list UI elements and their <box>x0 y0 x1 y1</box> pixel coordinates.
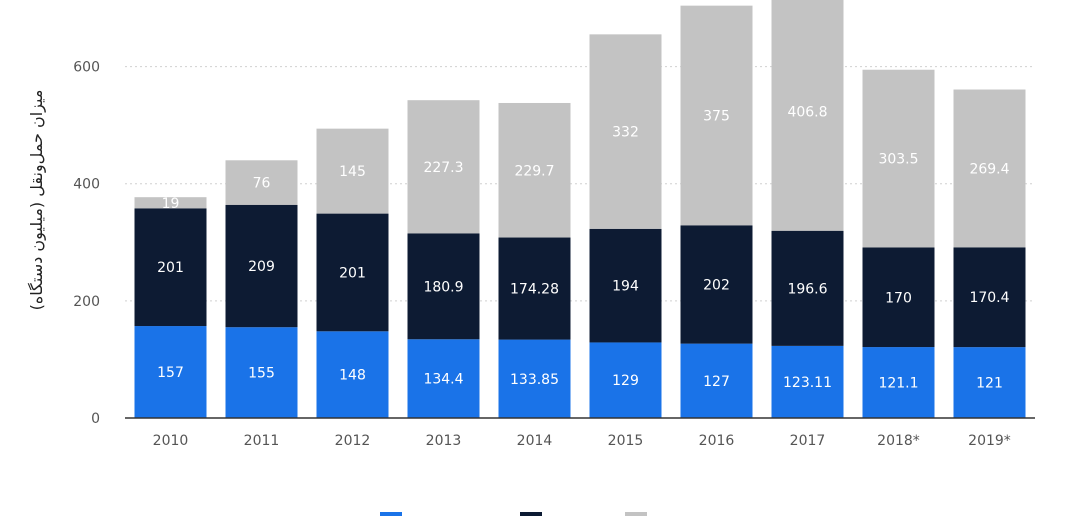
bar-segment <box>680 5 753 226</box>
legend-swatch <box>520 512 542 516</box>
data-label: 332 <box>612 125 639 141</box>
y-tick-label: 0 <box>91 411 100 427</box>
x-tick-label: 2011 <box>244 433 280 449</box>
bar-segment <box>589 228 662 343</box>
data-label: 157 <box>157 365 184 381</box>
bar-segment <box>953 347 1026 418</box>
data-label: 129 <box>612 373 639 389</box>
legend <box>380 512 647 516</box>
data-label: 196.6 <box>787 281 827 297</box>
data-label: 127 <box>703 374 730 390</box>
bar-segment <box>498 102 571 238</box>
data-label: 209 <box>248 259 275 275</box>
bar-segment <box>316 331 389 418</box>
x-tick-label: 2012 <box>335 433 371 449</box>
data-label: 201 <box>339 265 366 281</box>
data-label: 121.1 <box>878 376 918 392</box>
bar-segment <box>680 343 753 418</box>
bar-segment <box>862 69 935 248</box>
data-label: 375 <box>703 108 730 124</box>
data-label: 229.7 <box>514 163 554 179</box>
x-tick-label: 2013 <box>426 433 462 449</box>
data-label: 145 <box>339 164 366 180</box>
bar-segment <box>953 89 1026 248</box>
x-axis-ticks: 2010 2011 2012 2013 2014 2015 2016 2017 2018* 201… <box>153 433 1011 449</box>
y-tick-label: 600 <box>73 60 100 76</box>
bar-segment <box>225 327 298 418</box>
bar-segment <box>225 204 298 328</box>
data-label: 155 <box>248 366 275 382</box>
x-tick-label: 2015 <box>608 433 644 449</box>
bar-segment <box>225 160 298 205</box>
data-label: 148 <box>339 368 366 384</box>
x-tick-label: 2010 <box>153 433 189 449</box>
x-tick-label: 2018* <box>877 433 920 449</box>
y-axis-ticks: 0 200 400 600 <box>73 60 100 427</box>
data-label: 180.9 <box>423 279 463 295</box>
bar-segment <box>498 339 571 418</box>
x-tick-label: 2017 <box>790 433 826 449</box>
data-label: 170.4 <box>969 290 1009 306</box>
data-label: 170 <box>885 290 912 306</box>
bar-segment <box>589 342 662 418</box>
x-tick-label: 2014 <box>517 433 553 449</box>
bar-segment <box>771 345 844 418</box>
data-label: 194 <box>612 279 639 295</box>
bar-segment <box>407 233 480 340</box>
data-label: 406.8 <box>787 105 827 121</box>
bar-segment <box>680 225 753 344</box>
bar-segment <box>862 247 935 348</box>
legend-swatch <box>625 512 647 516</box>
data-label: 174.28 <box>510 282 559 298</box>
bar-segment <box>134 197 207 209</box>
data-label: 202 <box>703 277 730 293</box>
data-label: 121 <box>976 376 1003 392</box>
bar-segment <box>316 213 389 332</box>
y-axis-label: میزان حمل‌ونقل (میلیون دستگاه) <box>27 90 47 311</box>
data-label: 134.4 <box>423 372 463 388</box>
data-label: 201 <box>157 260 184 276</box>
legend-swatch <box>380 512 402 516</box>
data-label: 19 <box>162 196 180 212</box>
bar-segment <box>134 326 207 418</box>
bars: 157 201 19 155 209 76 148 201 145 134.4 180.9 227.3… <box>134 0 1026 418</box>
data-label: 123.11 <box>783 375 832 391</box>
bar-segment <box>953 247 1026 348</box>
bar-segment <box>134 208 207 327</box>
x-tick-label: 2019* <box>968 433 1011 449</box>
data-label: 303.5 <box>878 152 918 168</box>
bar-segment <box>862 347 935 418</box>
data-label: 76 <box>253 176 271 192</box>
bar-segment <box>407 100 480 234</box>
x-tick-label: 2016 <box>699 433 735 449</box>
data-label: 227.3 <box>423 160 463 176</box>
bar-segment <box>498 237 571 340</box>
bar-segment <box>407 339 480 418</box>
y-tick-label: 200 <box>73 294 100 310</box>
data-label: 133.85 <box>510 372 559 388</box>
bar-segment <box>316 128 389 214</box>
bar-segment <box>771 230 844 346</box>
bar-segment <box>771 0 844 231</box>
y-tick-label: 400 <box>73 177 100 193</box>
data-label: 269.4 <box>969 161 1009 177</box>
bar-segment <box>589 34 662 229</box>
